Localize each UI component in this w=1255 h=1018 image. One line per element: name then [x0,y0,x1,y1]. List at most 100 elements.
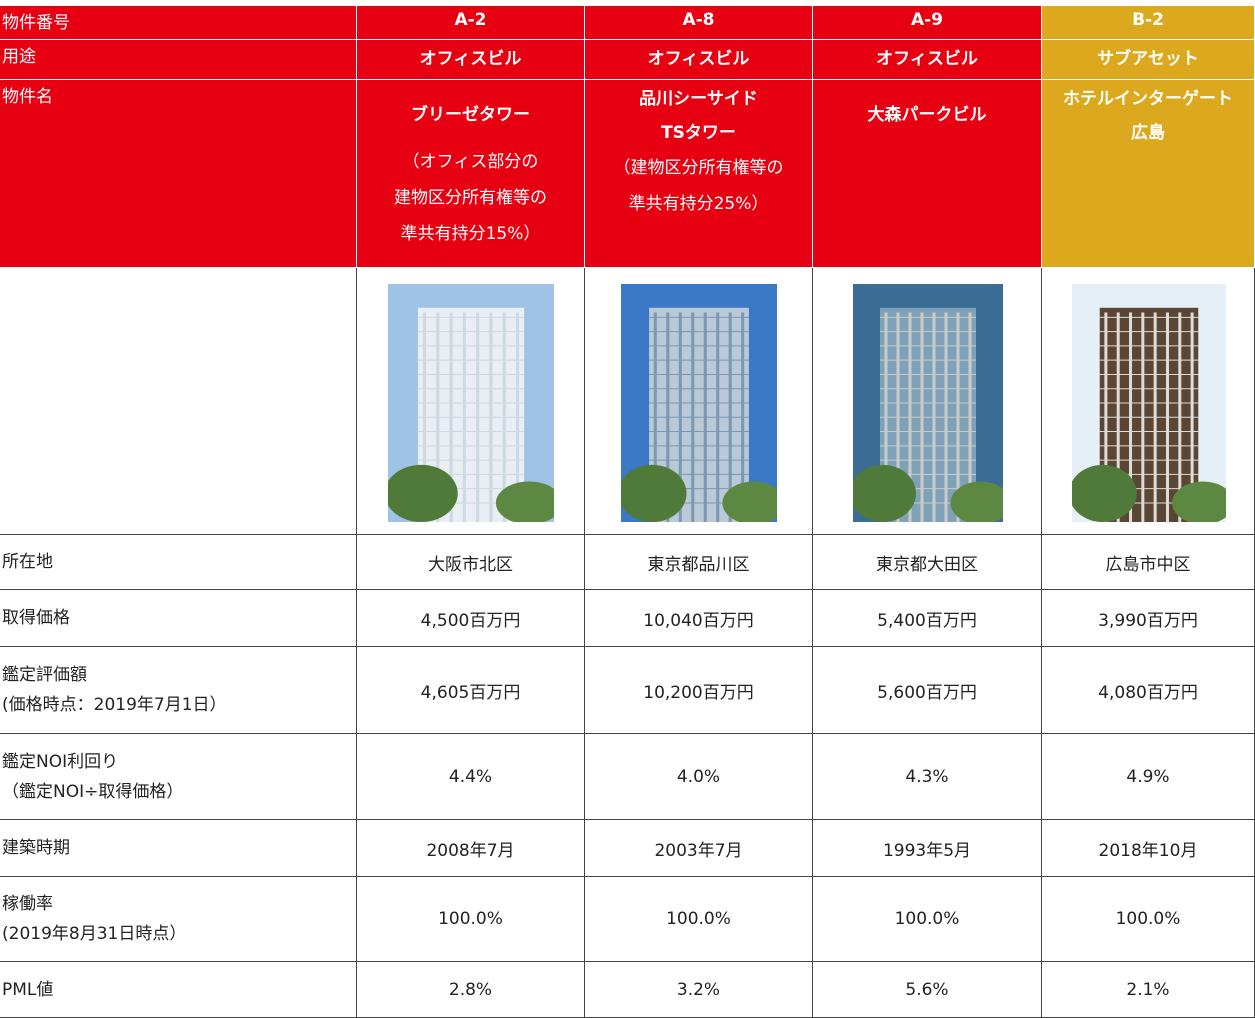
cell-value: 4.0% [677,767,720,787]
table-cell: 物件番号 [0,6,357,40]
cell-value: 4,080百万円 [1098,678,1198,703]
header-value: B-2 [1042,10,1254,30]
table-cell: ブリーゼタワー （オフィス部分の建物区分所有権等の準共有持分15%） [357,80,585,268]
table-cell: 4.9% [1042,734,1255,820]
cell-value: 2018年10月 [1099,836,1198,861]
row-label: 稼働率 [2,889,356,919]
table-cell: 広島市中区 [1042,535,1255,590]
table-cell: 4.0% [585,734,813,820]
table-cell: PML値 [0,962,357,1018]
building-photo [621,284,777,522]
row-label: 建築時期 [2,833,356,863]
row-label: 鑑定評価額 [2,660,356,690]
table-cell: 5,400百万円 [813,590,1042,647]
table-cell: オフィスビル [357,40,585,80]
header-label: 物件名 [2,82,354,107]
table-cell: 3.2% [585,962,813,1018]
property-name: TSタワー [585,116,812,150]
row-label: 所在地 [2,547,356,577]
cell-value: 3.2% [677,980,720,1000]
table-cell: 3,990百万円 [1042,590,1255,647]
header-value: A-2 [357,10,584,30]
property-name: 大森パークビル [813,98,1041,132]
header-value: オフィスビル [357,44,584,69]
building-photo [1072,284,1226,522]
cell-value: 2003年7月 [654,836,742,861]
table-cell: 4,605百万円 [357,647,585,734]
table-cell: 2008年7月 [357,820,585,877]
cell-value: 1993年5月 [883,836,971,861]
table-cell: 東京都大田区 [813,535,1042,590]
table-cell: 物件名 [0,80,357,268]
building-photo [388,284,554,522]
property-note-line: 建物区分所有権等の [357,180,584,216]
cell-value: 東京都大田区 [876,550,978,575]
header-label: 用途 [2,42,354,67]
cell-value: 100.0% [438,909,503,929]
row-label: (2019年8月31日時点） [2,919,356,949]
property-note: （建物区分所有権等の準共有持分25%） [585,150,812,222]
table-cell: 4.4% [357,734,585,820]
table-cell: 2.1% [1042,962,1255,1018]
cell-value: 5,400百万円 [877,606,977,631]
table-cell: ホテルインターゲート広島 [1042,80,1255,268]
photo-shape [621,465,687,522]
property-name: 品川シーサイド [585,82,812,116]
cell-value: 3,990百万円 [1098,606,1198,631]
cell-value: 5,600百万円 [877,678,977,703]
photo-shape [388,465,458,522]
property-note-line: 準共有持分15%） [357,216,584,252]
row-label: PML値 [2,975,356,1005]
property-note: （オフィス部分の建物区分所有権等の準共有持分15%） [357,144,584,252]
table-cell [357,268,585,535]
cell-value: 広島市中区 [1106,550,1191,575]
building-photo [853,284,1003,522]
table-cell [1042,268,1255,535]
table-cell: 鑑定NOI利回り（鑑定NOI÷取得価格） [0,734,357,820]
page: 物件番号A-2A-8A-9B-2用途オフィスビルオフィスビルオフィスビルサブアセ… [0,0,1255,1018]
header-value: オフィスビル [813,44,1041,69]
table-cell: 建築時期 [0,820,357,877]
table-cell: B-2 [1042,6,1255,40]
table-cell: A-9 [813,6,1042,40]
table-cell: 5,600百万円 [813,647,1042,734]
row-label: 取得価格 [2,603,356,633]
property-note-line: （建物区分所有権等の [585,150,812,186]
table-cell: 10,200百万円 [585,647,813,734]
table-cell: 取得価格 [0,590,357,647]
table-cell: 100.0% [585,877,813,962]
table-cell: A-2 [357,6,585,40]
table-cell [813,268,1042,535]
table-cell: 所在地 [0,535,357,590]
cell-value: 100.0% [895,909,960,929]
table-cell: 4.3% [813,734,1042,820]
cell-value: 4,500百万円 [421,606,521,631]
header-value: A-8 [585,10,812,30]
header-value: オフィスビル [585,44,812,69]
header-value: A-9 [813,10,1041,30]
table-cell [585,268,813,535]
property-name: 広島 [1042,116,1254,150]
cell-value: 100.0% [666,909,731,929]
cell-value: 4.3% [905,767,948,787]
cell-value: 2.1% [1126,980,1169,1000]
table-cell: A-8 [585,6,813,40]
row-label: (価格時点：2019年7月1日） [2,690,356,720]
cell-value: 4.9% [1126,767,1169,787]
row-label: （鑑定NOI÷取得価格） [2,777,356,807]
table-cell [0,268,357,535]
property-note-line: （オフィス部分の [357,144,584,180]
cell-value: 2008年7月 [426,836,514,861]
cell-value: 10,040百万円 [643,606,753,631]
cell-value: 10,200百万円 [643,678,753,703]
cell-value: 4,605百万円 [421,678,521,703]
property-name: ブリーゼタワー [357,98,584,132]
table-cell: 4,080百万円 [1042,647,1255,734]
table-cell: 稼働率(2019年8月31日時点） [0,877,357,962]
table-cell: 10,040百万円 [585,590,813,647]
table-cell: 100.0% [357,877,585,962]
table-cell: 100.0% [1042,877,1255,962]
table-cell: 用途 [0,40,357,80]
table-cell: 2003年7月 [585,820,813,877]
